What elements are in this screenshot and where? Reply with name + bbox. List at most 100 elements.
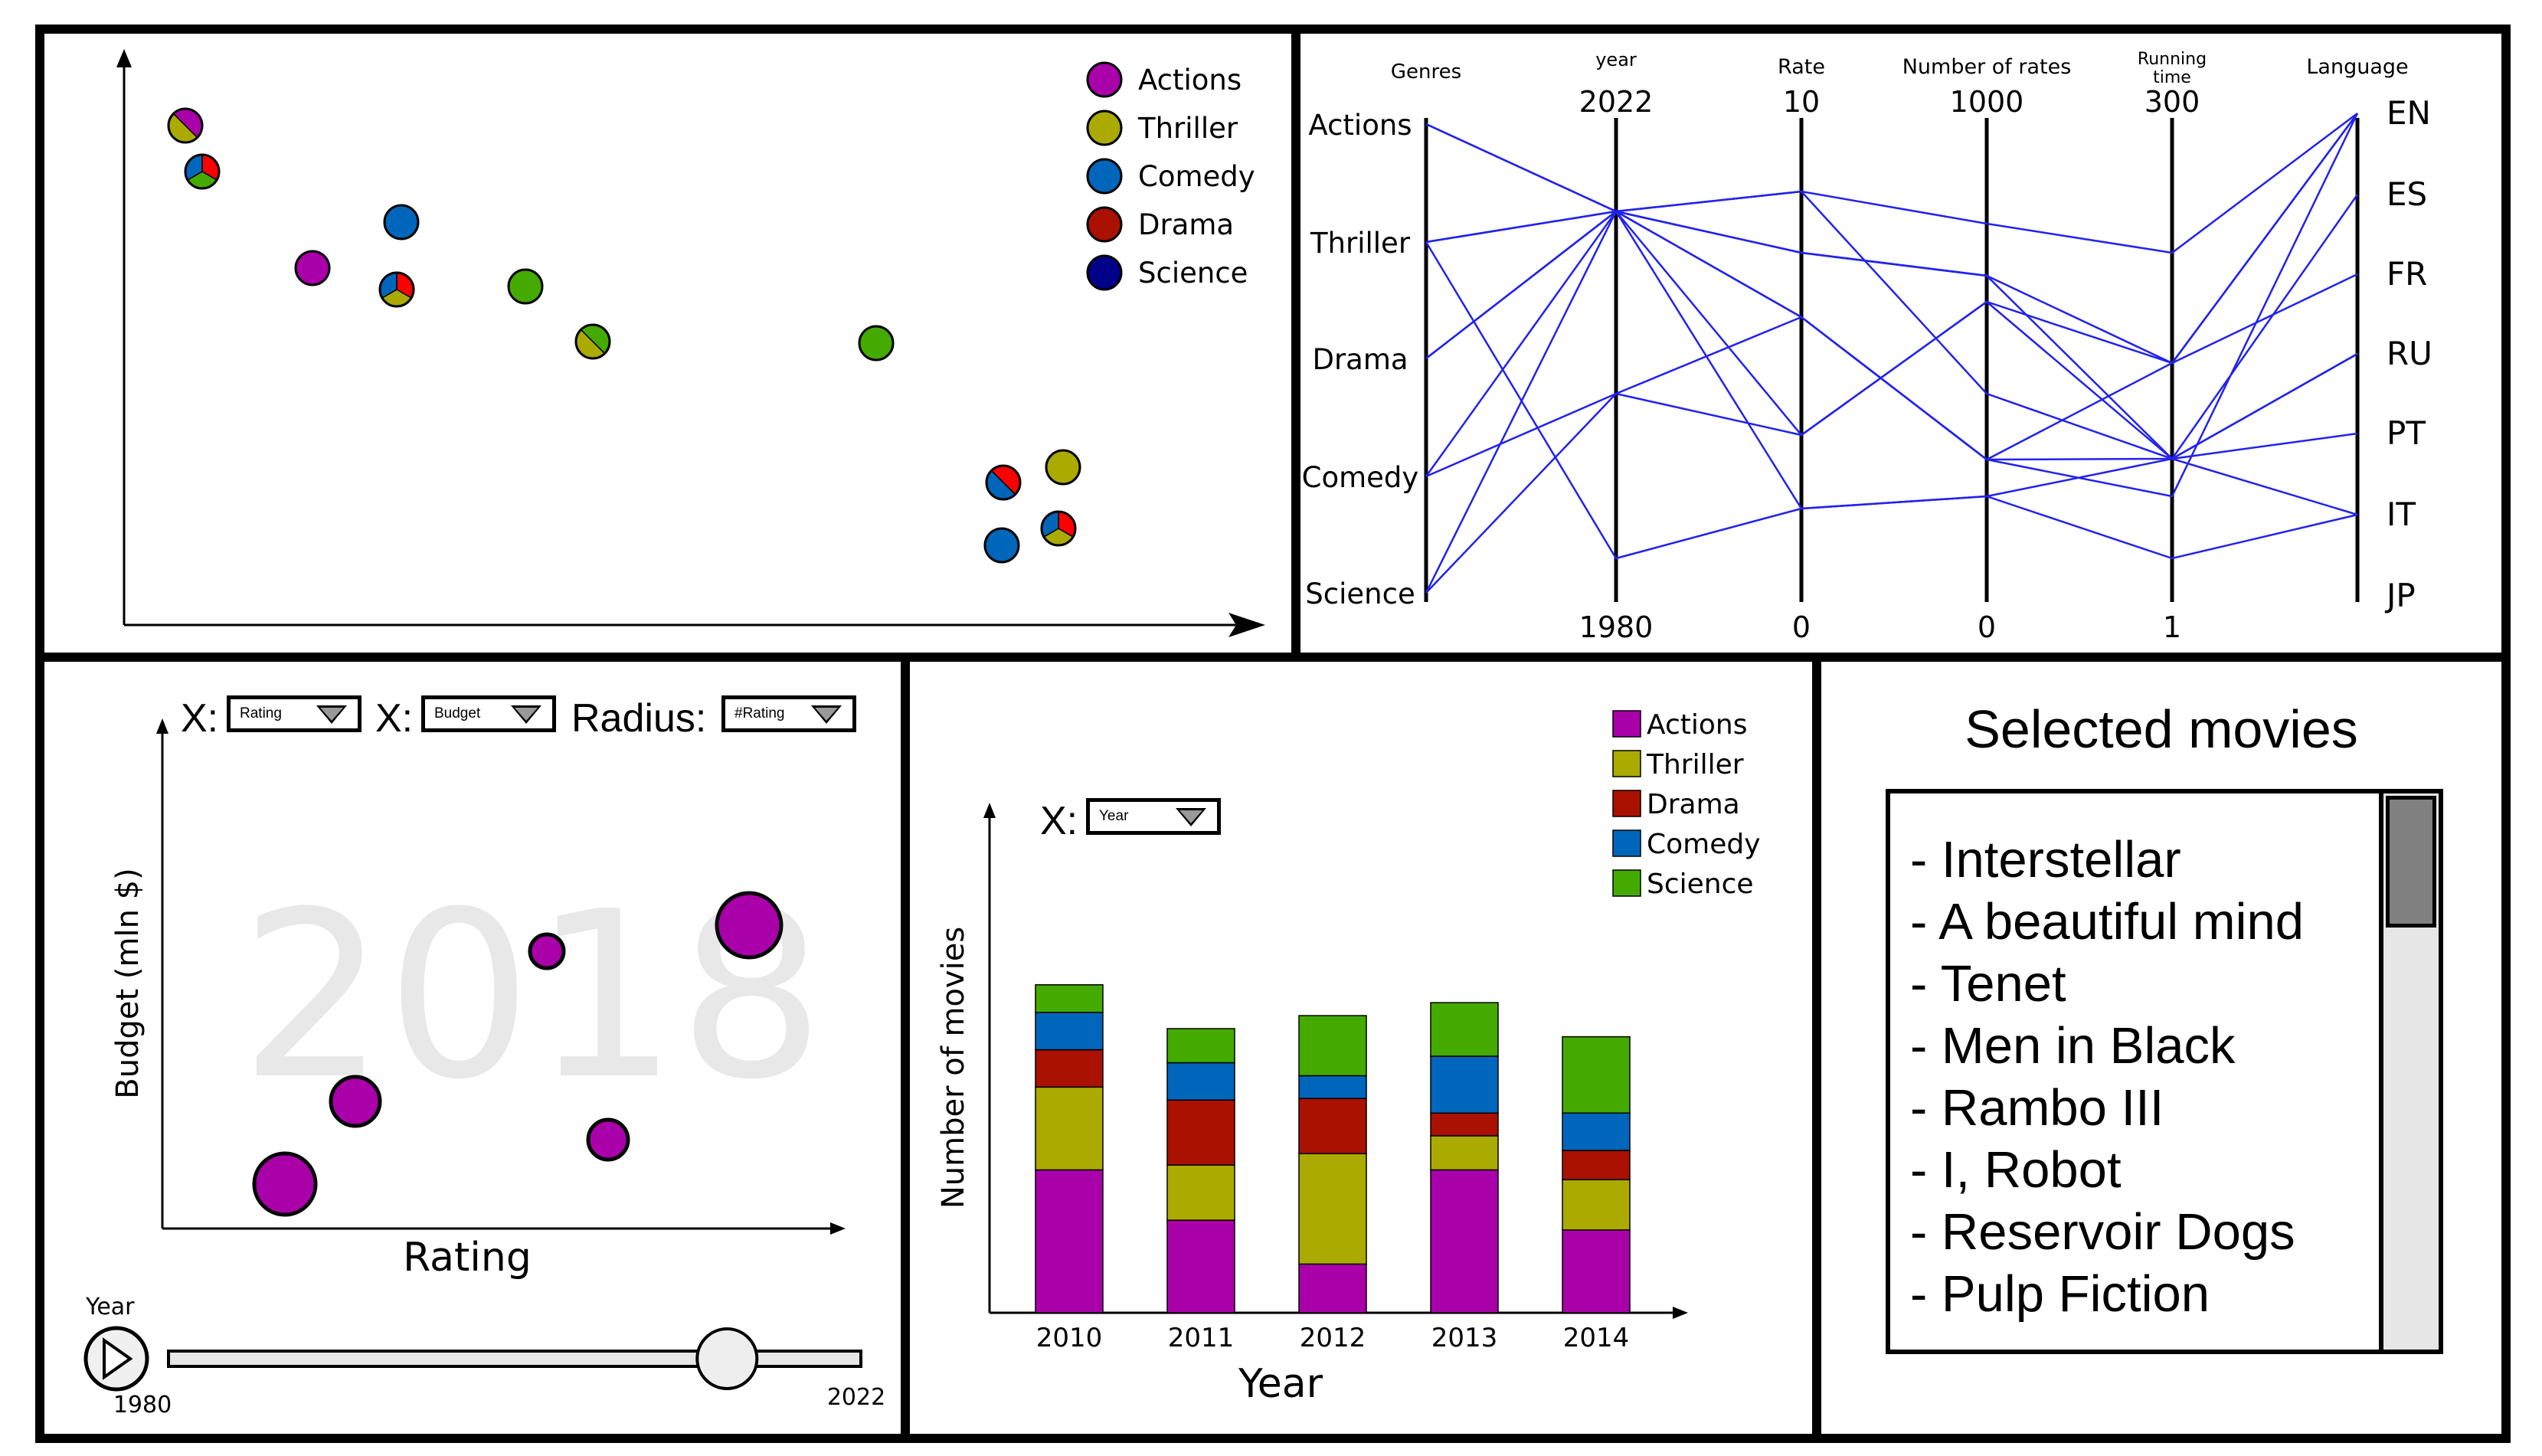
bubble-plot: 2018 Budget (mln $) Rating Year 1980 202… [83, 718, 885, 1418]
movie-list-item[interactable]: - Pulp Fiction [1910, 1265, 2210, 1323]
movie-bubble[interactable] [586, 1117, 630, 1162]
slider-title: Year [85, 1294, 135, 1320]
genre-label: Drama [1312, 343, 1408, 376]
movie-polyline[interactable] [1425, 113, 2359, 594]
bar-segment-science[interactable] [1166, 1028, 1235, 1064]
x-select-budget[interactable]: Budget [421, 695, 556, 732]
bar-segment-comedy[interactable] [1035, 1012, 1104, 1051]
bubble-x-axis-label: Rating [403, 1235, 532, 1281]
year-slider-track[interactable] [167, 1350, 862, 1368]
movie-list-item[interactable]: - Men in Black [1910, 1017, 2236, 1075]
axis-max-label: 10 [1783, 85, 1820, 119]
movie-bubble[interactable] [528, 932, 566, 970]
legend-swatch [1086, 110, 1123, 146]
movie-polyline[interactable] [1425, 123, 2358, 516]
movie-dot[interactable] [858, 325, 895, 362]
language-label: IT [2387, 496, 2416, 533]
play-icon [103, 1337, 133, 1380]
movie-list-item[interactable]: - A beautiful mind [1910, 893, 2304, 950]
bar-segment-actions[interactable] [1430, 1169, 1499, 1314]
language-label: RU [2387, 335, 2432, 372]
bar-segment-actions[interactable] [1035, 1169, 1104, 1314]
x-select-budget-value: Budget [434, 705, 481, 721]
movie-polyline[interactable] [1425, 113, 2359, 498]
axis-title-number-of-rates: Number of rates [1902, 55, 2072, 79]
x-selector-label-1: X: [181, 696, 219, 741]
selected-movies-panel: Selected movies - Interstellar - A beauti… [1812, 653, 2511, 1443]
bar-x-select[interactable]: Year [1086, 798, 1221, 835]
bar-x-selector-label: X: [1040, 799, 1078, 843]
bar-segment-drama[interactable] [1166, 1099, 1235, 1166]
bar-segment-science[interactable] [1562, 1036, 1631, 1114]
movie-list-item[interactable]: - Tenet [1910, 955, 2066, 1013]
bar-segment-science[interactable] [1035, 984, 1104, 1013]
bar-segment-comedy[interactable] [1430, 1055, 1499, 1114]
genre-label: Thriller [1310, 227, 1411, 260]
legend-swatch [1086, 158, 1123, 195]
movie-dot[interactable] [294, 250, 331, 286]
bar-x-tick-label: 2012 [1300, 1323, 1366, 1353]
play-button[interactable] [83, 1326, 149, 1392]
bar-segment-thriller[interactable] [1430, 1135, 1499, 1171]
movie-list-item[interactable]: - Rambo III [1910, 1079, 2164, 1137]
year-slider-thumb[interactable] [695, 1327, 759, 1390]
movie-dot[interactable] [1040, 510, 1077, 547]
movie-polyline[interactable] [1425, 210, 2358, 560]
bar-segment-thriller[interactable] [1035, 1086, 1104, 1171]
movie-list-item[interactable]: - I, Robot [1910, 1141, 2122, 1199]
movie-polyline[interactable] [1425, 113, 2359, 365]
scrollbar-thumb[interactable] [2386, 796, 2436, 928]
bar-segment-thriller[interactable] [1166, 1164, 1235, 1221]
movie-polyline[interactable] [1425, 194, 2359, 478]
axis-min-label: 1980 [1579, 610, 1654, 644]
bar-segment-comedy[interactable] [1166, 1062, 1235, 1101]
movie-dot[interactable] [985, 464, 1022, 501]
axis-title-rate: Rate [1778, 55, 1825, 79]
movie-polyline[interactable] [1425, 113, 2358, 254]
axis-max-label: 300 [2145, 85, 2200, 119]
movie-dot[interactable] [983, 527, 1020, 564]
bubble-panel: X: Rating X: Budget Radius: #Rating 2018… [35, 653, 910, 1443]
movie-dot[interactable] [184, 153, 221, 190]
legend-swatch [1612, 790, 1641, 817]
bar-segment-actions[interactable] [1166, 1219, 1235, 1314]
legend-label: Drama [1138, 208, 1234, 241]
legend-label: Comedy [1647, 829, 1761, 860]
legend-label: Science [1647, 869, 1754, 900]
movie-polyline[interactable] [1425, 190, 2358, 460]
movie-dot[interactable] [507, 268, 544, 305]
bar-x-tick-label: 2011 [1168, 1323, 1235, 1353]
movie-bubble[interactable] [329, 1075, 382, 1128]
bar-x-axis-arrow [1673, 1307, 1688, 1319]
movie-dot[interactable] [574, 323, 611, 360]
movie-polyline[interactable] [1425, 209, 2358, 477]
movie-bubble[interactable] [252, 1151, 318, 1217]
bar-segment-drama[interactable] [1035, 1049, 1104, 1088]
bar-segment-thriller[interactable] [1298, 1153, 1367, 1265]
movie-dot[interactable] [383, 204, 420, 240]
x-select-rating[interactable]: Rating [227, 695, 362, 732]
bar-segment-drama[interactable] [1430, 1112, 1499, 1137]
movie-list-item[interactable]: - Reservoir Dogs [1910, 1203, 2295, 1261]
movie-bubble[interactable] [715, 891, 784, 960]
axis-max-label: 1000 [1950, 85, 2024, 119]
bar-legend: Actions Thriller Drama Comedy Science [1612, 709, 1761, 900]
movie-list-item[interactable]: - Interstellar [1910, 831, 2181, 888]
bar-segment-drama[interactable] [1562, 1150, 1631, 1180]
bar-segment-actions[interactable] [1298, 1263, 1367, 1314]
movie-dot[interactable] [1045, 449, 1081, 486]
bar-segment-science[interactable] [1298, 1015, 1367, 1077]
bar-segment-drama[interactable] [1298, 1098, 1367, 1154]
bar-segment-comedy[interactable] [1562, 1112, 1631, 1151]
slider-max-label: 2022 [827, 1384, 885, 1411]
bar-segment-actions[interactable] [1562, 1229, 1631, 1314]
radius-select[interactable]: #Rating [721, 695, 856, 732]
movie-dot[interactable] [378, 271, 415, 308]
movie-dot[interactable] [167, 107, 204, 144]
scatter-y-axis-arrow [116, 49, 132, 67]
bar-segment-comedy[interactable] [1298, 1075, 1367, 1099]
axis-title-genres: Genres [1391, 61, 1461, 83]
bar-segment-thriller[interactable] [1562, 1179, 1631, 1231]
movie-list-scrollbar[interactable] [2379, 789, 2443, 1354]
bar-segment-science[interactable] [1430, 1002, 1499, 1057]
